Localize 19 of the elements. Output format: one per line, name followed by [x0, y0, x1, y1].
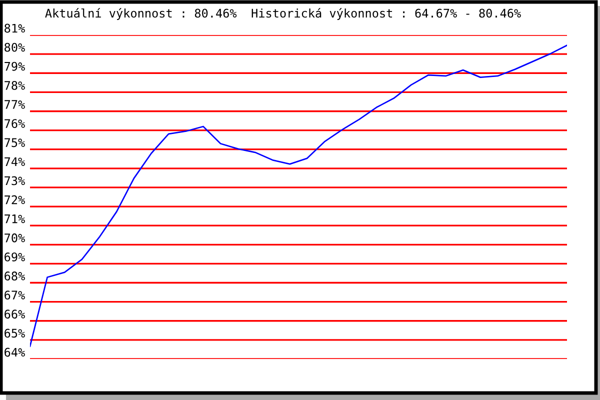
- y-tick-label: 78%: [4, 80, 25, 90]
- y-tick-label: 65%: [4, 328, 25, 338]
- y-tick-label: 79%: [4, 62, 25, 71]
- y-tick-label: 73%: [4, 176, 25, 186]
- y-tick-label: 70%: [4, 233, 25, 242]
- y-tick-label: 69%: [4, 252, 25, 262]
- y-tick-label: 71%: [4, 214, 25, 224]
- y-tick-label: 66%: [4, 310, 25, 319]
- y-tick-label: 64%: [4, 348, 25, 357]
- y-tick-label: 80%: [4, 42, 25, 52]
- y-tick-label: 75%: [4, 138, 25, 148]
- y-tick-label: 74%: [4, 157, 25, 166]
- y-tick-label: 72%: [4, 195, 25, 204]
- y-tick-label: 77%: [4, 100, 25, 109]
- y-tick-label: 67%: [4, 290, 25, 300]
- y-tick-label: 68%: [4, 272, 25, 280]
- y-tick-label: 81%: [4, 24, 25, 33]
- y-tick-label: 76%: [4, 119, 25, 128]
- chart-title: Aktuální výkonnost : 80.46% Historická výkonnost : 64.67% - 80.46%: [45, 8, 521, 20]
